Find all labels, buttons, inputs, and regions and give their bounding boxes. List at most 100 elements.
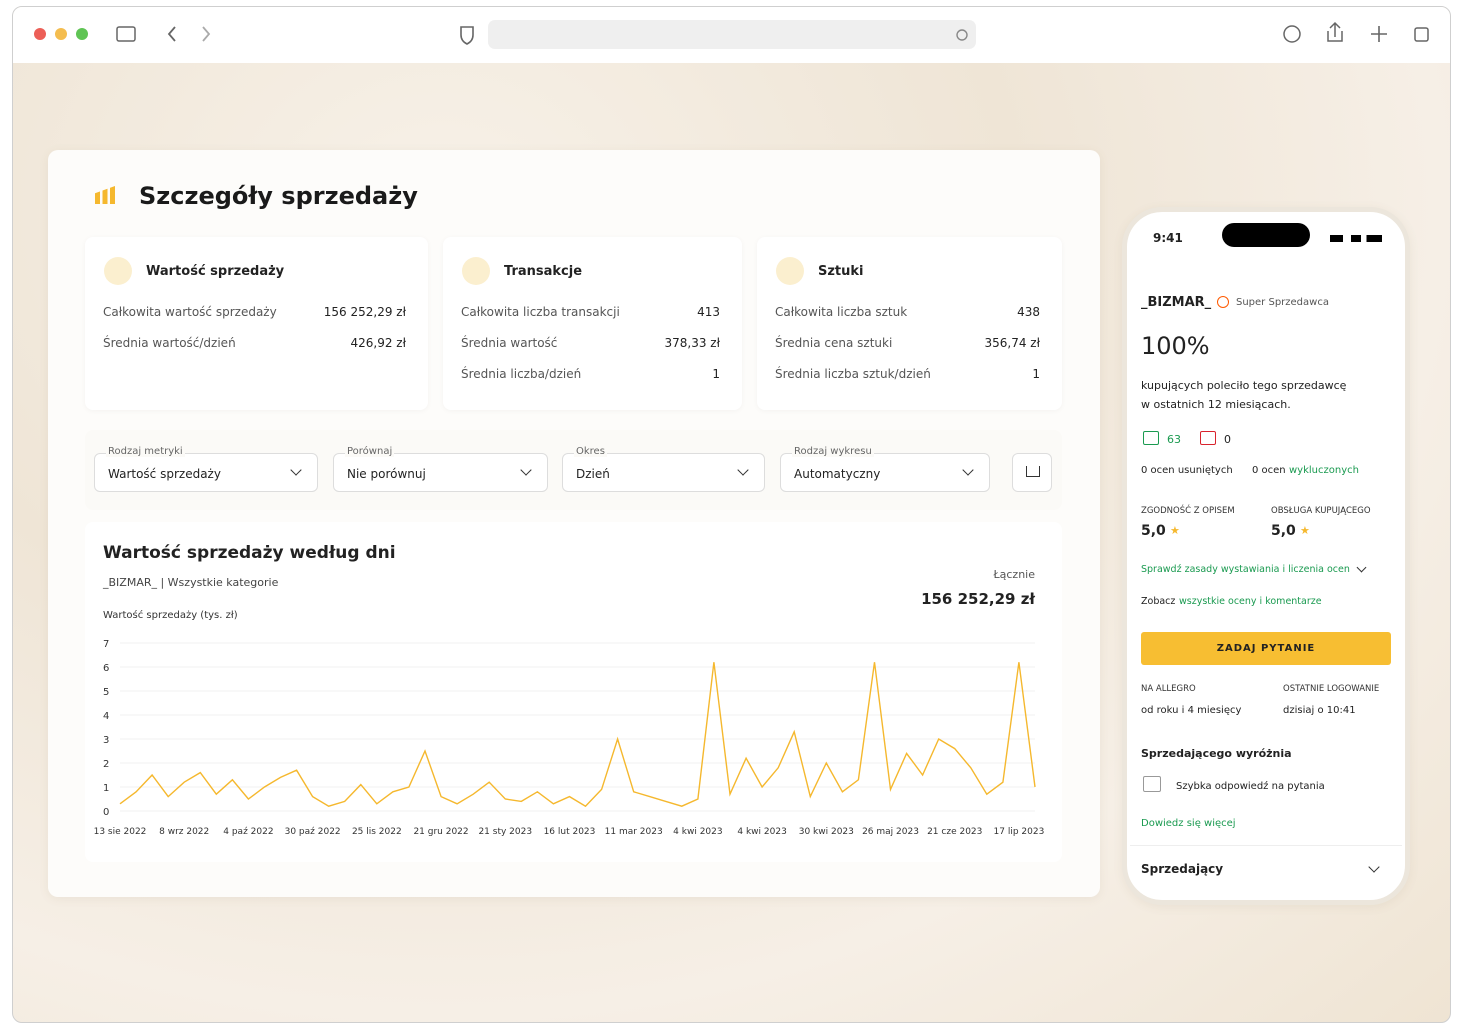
share-button[interactable] (1327, 21, 1343, 42)
dislikes-count: 0 (1224, 433, 1231, 446)
dynamic-island (1222, 223, 1310, 247)
summary-card (85, 237, 428, 410)
zoom-button[interactable] (76, 28, 88, 40)
card-icon (776, 257, 804, 285)
metric-label: Średnia wartość/dzień (103, 336, 236, 350)
metric-label: Całkowita liczba sztuk (775, 305, 908, 319)
see-link[interactable]: wszystkie oceny i komentarze (1179, 596, 1322, 607)
tabs-button[interactable] (1414, 27, 1429, 42)
y-tick-label: 6 (103, 663, 109, 674)
info-label: OSTATNIE LOGOWANIE (1283, 684, 1380, 694)
back-button[interactable] (167, 26, 176, 42)
close-button[interactable] (34, 28, 46, 40)
excluded-link[interactable]: wykluczonych (1289, 465, 1359, 476)
features-title: Sprzedającego wyróżnia (1141, 747, 1292, 760)
dropdown-label: Okres (574, 446, 607, 457)
seller-name: _BIZMAR_ (1141, 295, 1212, 310)
y-tick-label: 2 (103, 759, 109, 770)
thumb-up (1143, 431, 1159, 445)
x-tick-label: 4 kwi 2023 (673, 827, 722, 837)
page-title: Szczegóły sprzedaży (139, 182, 418, 210)
address-bar[interactable] (488, 20, 976, 49)
card-title: Transakcje (504, 264, 583, 279)
download-button[interactable] (1283, 25, 1301, 43)
x-tick-label: 26 maj 2023 (862, 827, 919, 837)
dropdown-value: Dzień (576, 467, 610, 481)
seller-badge: Super Sprzedawca (1236, 297, 1329, 308)
dropdown-value: Nie porównuj (347, 467, 426, 481)
metric-value: 356,74 zł (984, 336, 1040, 350)
sidebar-button[interactable] (116, 26, 136, 42)
reload-button[interactable] (956, 29, 968, 41)
card-icon (462, 257, 490, 285)
metric-label: Średnia liczba sztuk/dzień (775, 367, 931, 381)
more-link[interactable]: Dowiedz się więcej (1141, 818, 1236, 829)
excluded-ratings: 0 ocen (1252, 465, 1286, 476)
x-tick-label: 21 gru 2022 (413, 827, 468, 837)
minimize-button[interactable] (55, 28, 67, 40)
chart-subtitle: _BIZMAR_ | Wszystkie kategorie (103, 576, 279, 589)
recommend-text: kupujących poleciło tego sprzedawcę (1141, 379, 1347, 392)
metric-value: 156 252,29 zł (323, 305, 406, 319)
total-value: 156 252,29 zł (921, 590, 1035, 608)
summary-card (757, 237, 1062, 410)
recommend-text: w ostatnich 12 miesiącach. (1141, 398, 1291, 411)
dropdown[interactable] (94, 453, 318, 492)
likes-count: 63 (1167, 433, 1181, 446)
metric-value: 1 (1032, 367, 1040, 381)
dropdown-value: Wartość sprzedaży (108, 467, 221, 481)
dropdown[interactable] (333, 453, 548, 492)
dropdown-value: Automatyczny (794, 467, 881, 481)
ask-button[interactable] (1141, 632, 1391, 665)
new-tab-button[interactable] (1371, 26, 1387, 42)
thumb-down (1200, 431, 1216, 445)
rules-link[interactable]: Sprawdź zasady wystawiania i liczenia oc… (1141, 564, 1350, 575)
ask-button-label[interactable]: ZADAJ PYTANIE (1216, 643, 1316, 654)
card-icon (104, 257, 132, 285)
feature-text: Szybka odpowiedź na pytania (1176, 781, 1325, 792)
info-value: dzisiaj o 10:41 (1283, 705, 1356, 716)
status-time: 9:41 (1153, 231, 1183, 245)
browser-toolbar (13, 7, 1450, 63)
rating-star: ★ (1170, 524, 1180, 537)
dropdown-label: Rodzaj metryki (106, 446, 185, 457)
y-tick-label: 4 (103, 711, 109, 722)
rating-value: 5,0 (1141, 523, 1166, 539)
x-tick-label: 25 lis 2022 (352, 827, 402, 837)
x-tick-label: 13 sie 2022 (94, 827, 147, 837)
forward-button[interactable] (202, 26, 211, 42)
metric-label: Średnia wartość (461, 336, 558, 350)
feature-icon (1143, 776, 1161, 792)
metric-value: 1 (712, 367, 720, 381)
chart-card (85, 522, 1062, 862)
x-tick-label: 4 paź 2022 (223, 827, 273, 837)
shield-icon[interactable] (460, 26, 474, 45)
dropdown[interactable] (780, 453, 990, 492)
y-tick-label: 7 (103, 639, 109, 650)
card-title: Sztuki (818, 264, 864, 279)
chart-title: Wartość sprzedaży według dni (103, 543, 396, 563)
badge-icon (1217, 296, 1229, 308)
removed-ratings: 0 ocen usuniętych (1141, 465, 1233, 476)
section-title[interactable]: Sprzedający (1141, 862, 1224, 876)
recommend-percent: 100% (1141, 332, 1210, 360)
x-tick-label: 4 kwi 2023 (737, 827, 786, 837)
dropdown[interactable] (562, 453, 765, 492)
info-value: od roku i 4 miesięcy (1141, 705, 1242, 716)
x-tick-label: 21 sty 2023 (478, 827, 532, 837)
export-button[interactable] (1012, 453, 1052, 492)
phone (1122, 207, 1410, 905)
dropdown-label: Rodzaj wykresu (792, 446, 874, 457)
y-tick-label: 0 (103, 807, 109, 818)
see-prefix: Zobacz (1141, 596, 1176, 607)
status-icons (1330, 235, 1382, 242)
y-tick-label: 5 (103, 687, 109, 698)
x-tick-label: 11 mar 2023 (605, 827, 663, 837)
summary-card (443, 237, 742, 410)
metric-value: 438 (1017, 305, 1040, 319)
y-tick-label: 3 (103, 735, 109, 746)
card-title: Wartość sprzedaży (146, 264, 285, 279)
x-tick-label: 30 paź 2022 (285, 827, 341, 837)
rating-star: ★ (1300, 524, 1310, 537)
